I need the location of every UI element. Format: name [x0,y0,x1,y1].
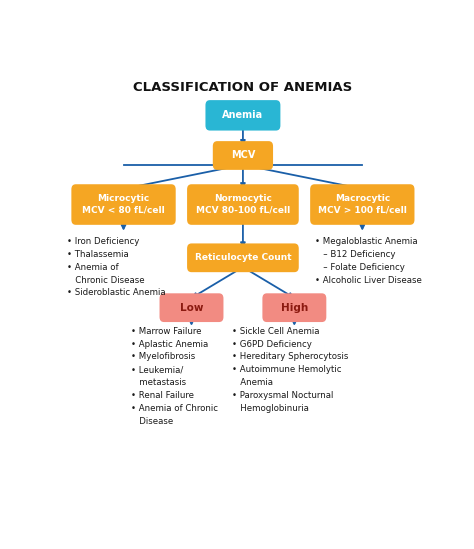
FancyBboxPatch shape [205,100,281,131]
FancyBboxPatch shape [160,293,223,322]
Text: Reticulocyte Count: Reticulocyte Count [195,253,291,262]
Text: • Iron Deficiency
• Thalassemia
• Anemia of
   Chronic Disease
• Sideroblastic A: • Iron Deficiency • Thalassemia • Anemia… [67,237,166,298]
Text: Normocytic
MCV 80-100 fL/cell: Normocytic MCV 80-100 fL/cell [196,194,290,215]
FancyBboxPatch shape [263,293,326,322]
FancyBboxPatch shape [310,184,414,225]
Text: • Sickle Cell Anemia
• G6PD Deficiency
• Hereditary Spherocytosis
• Autoimmune H: • Sickle Cell Anemia • G6PD Deficiency •… [232,327,348,413]
FancyBboxPatch shape [72,184,176,225]
Text: High: High [281,302,308,313]
Text: • Megaloblastic Anemia
   – B12 Deficiency
   – Folate Deficiency
• Alcoholic Li: • Megaloblastic Anemia – B12 Deficiency … [315,237,421,284]
Text: • Marrow Failure
• Aplastic Anemia
• Myelofibrosis
• Leukemia/
   metastasis
• R: • Marrow Failure • Aplastic Anemia • Mye… [131,327,218,425]
Text: Microcytic
MCV < 80 fL/cell: Microcytic MCV < 80 fL/cell [82,194,165,215]
FancyBboxPatch shape [187,243,299,272]
Text: Anemia: Anemia [222,110,264,120]
Text: Macrocytic
MCV > 100 fL/cell: Macrocytic MCV > 100 fL/cell [318,194,407,215]
Text: CLASSIFICATION OF ANEMIAS: CLASSIFICATION OF ANEMIAS [133,81,353,94]
Text: Low: Low [180,302,203,313]
Text: MCV: MCV [231,150,255,160]
FancyBboxPatch shape [213,141,273,170]
FancyBboxPatch shape [187,184,299,225]
